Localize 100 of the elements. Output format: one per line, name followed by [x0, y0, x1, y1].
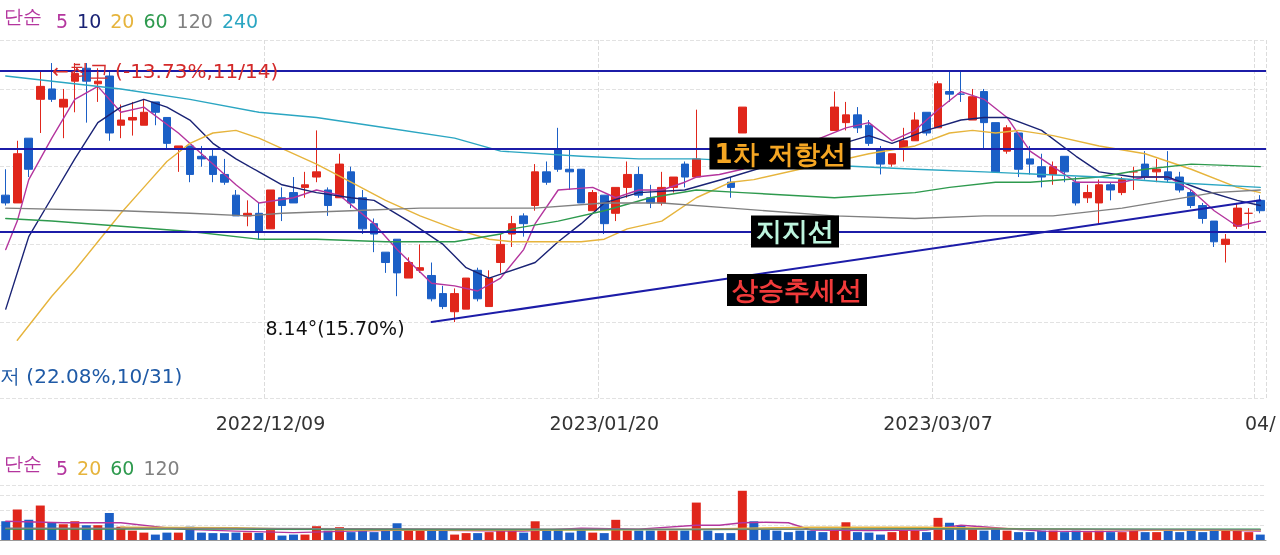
- bar: [818, 532, 828, 540]
- bar: [979, 530, 989, 540]
- candlestick: [1106, 181, 1115, 201]
- bar: [369, 532, 379, 540]
- bar: [795, 530, 805, 540]
- bar: [404, 530, 414, 540]
- candlestick: [59, 88, 68, 139]
- candlestick: [565, 148, 574, 191]
- candlestick: [1060, 155, 1069, 183]
- bar: [703, 530, 713, 540]
- bar: [657, 530, 667, 540]
- bar: [162, 532, 172, 540]
- bar: [1140, 532, 1150, 540]
- bar: [645, 530, 655, 540]
- candlestick: [404, 256, 413, 279]
- bar: [173, 532, 183, 540]
- bar: [1163, 530, 1173, 540]
- candlestick: [980, 88, 988, 150]
- bar: [1232, 530, 1242, 540]
- candlestick: [1233, 202, 1242, 230]
- bar: [968, 529, 978, 540]
- text: 10: [77, 9, 102, 32]
- candlestick: [888, 153, 896, 168]
- candlestick: [232, 189, 240, 217]
- candlestick: [1037, 153, 1046, 188]
- bar: [484, 532, 494, 540]
- candlestick: [1129, 166, 1138, 191]
- candlestick: [853, 106, 862, 134]
- bar: [714, 533, 724, 540]
- candlestick: [1072, 176, 1080, 207]
- candlestick: [393, 238, 401, 297]
- candlestick: [681, 160, 689, 188]
- annotation: 상승추세선: [732, 275, 862, 305]
- text: 5: [56, 456, 69, 479]
- bar: [346, 532, 356, 540]
- bar: [1198, 532, 1208, 540]
- ref-line-label: 지지선: [756, 216, 834, 247]
- text: 20: [110, 9, 135, 32]
- legend-title: 단순: [4, 4, 42, 27]
- candlestick: [623, 160, 632, 199]
- bar: [691, 502, 701, 540]
- bar: [622, 530, 632, 540]
- bar: [139, 532, 149, 540]
- candlestick: [519, 212, 528, 238]
- bar: [427, 530, 437, 540]
- text: 20: [77, 456, 102, 479]
- bar: [726, 533, 736, 540]
- text: 60: [110, 456, 135, 479]
- bar: [519, 532, 529, 540]
- candlestick: [117, 104, 125, 139]
- bar: [1255, 534, 1265, 540]
- bar: [219, 533, 229, 540]
- bar: [1060, 532, 1070, 540]
- candlestick: [1083, 184, 1092, 204]
- candlestick: [968, 88, 977, 121]
- bar: [760, 529, 770, 540]
- bar: [242, 532, 252, 540]
- bar: [450, 534, 460, 540]
- bar: [542, 530, 552, 540]
- candlestick: [427, 262, 436, 302]
- candlestick: [1014, 132, 1023, 178]
- candlestick: [36, 70, 45, 134]
- text: 240: [221, 9, 259, 32]
- candlestick: [462, 277, 470, 310]
- bar: [381, 530, 391, 540]
- bar: [150, 534, 160, 540]
- bar: [1117, 532, 1127, 540]
- ref-line-label: 1차 저항선: [714, 138, 846, 169]
- bar: [680, 530, 690, 540]
- text: 120: [176, 9, 213, 32]
- candlestick: [738, 106, 747, 134]
- bar: [1186, 530, 1196, 540]
- text: 5: [56, 9, 69, 32]
- x-tick-label: 2023/01/20: [549, 411, 659, 434]
- candlestick: [197, 145, 206, 168]
- candlestick: [1026, 145, 1034, 175]
- bar: [599, 533, 609, 540]
- candlestick: [692, 109, 701, 178]
- x-tick-label: 2022/12/09: [215, 411, 326, 434]
- candlestick: [934, 80, 942, 129]
- bar: [1175, 532, 1185, 540]
- bar: [565, 532, 575, 540]
- bar: [438, 530, 448, 540]
- candlestick: [450, 287, 459, 323]
- bar: [875, 534, 885, 540]
- annotation: 8.14°(15.70%): [265, 317, 405, 339]
- candlestick: [186, 145, 194, 183]
- candlestick: [588, 189, 597, 212]
- candlestick: [1210, 220, 1218, 248]
- candlestick: [842, 101, 850, 131]
- bar: [288, 534, 298, 540]
- candlestick: [312, 129, 321, 183]
- candlestick: [1095, 179, 1103, 225]
- bar: [1014, 532, 1024, 540]
- candlestick: [531, 163, 539, 212]
- candlestick: [1, 168, 10, 207]
- candlestick: [577, 168, 585, 204]
- text: 저 (22.08%,10/31): [0, 364, 183, 388]
- candlestick: [945, 70, 954, 103]
- text: 60: [143, 9, 168, 32]
